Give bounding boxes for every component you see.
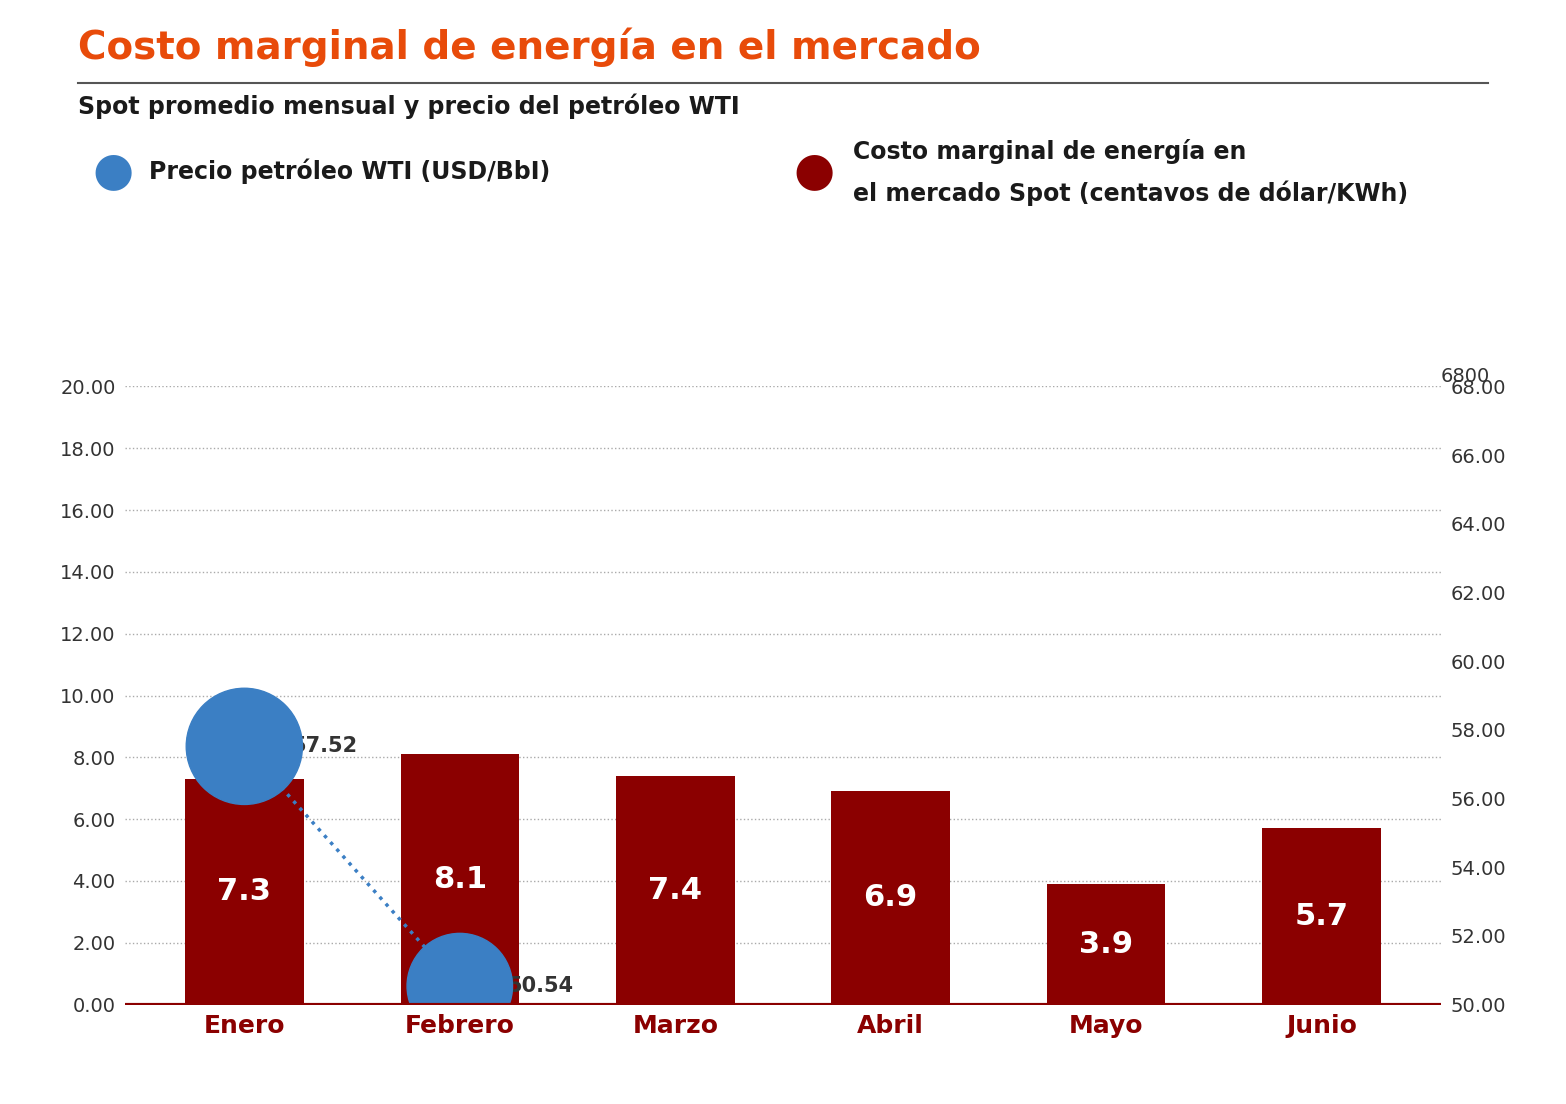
Text: 3.9: 3.9 — [1079, 930, 1134, 959]
Text: el mercado Spot (centavos de dólar/KWh): el mercado Spot (centavos de dólar/KWh) — [853, 180, 1408, 206]
Bar — [1048, 884, 1165, 1005]
Text: 7.3: 7.3 — [218, 878, 271, 906]
Text: Spot promedio mensual y precio del petróleo WTI: Spot promedio mensual y precio del petró… — [78, 94, 739, 119]
Text: 8.1: 8.1 — [432, 864, 487, 894]
Text: 6800: 6800 — [1441, 368, 1489, 386]
Bar — [615, 776, 734, 1005]
Bar — [1262, 828, 1381, 1005]
Text: 50.54: 50.54 — [507, 976, 573, 996]
Text: 57.52: 57.52 — [291, 736, 359, 756]
Text: ●: ● — [794, 149, 835, 193]
Text: Costo marginal de energía en el mercado: Costo marginal de energía en el mercado — [78, 28, 980, 67]
Text: 6.9: 6.9 — [863, 883, 918, 913]
Bar — [832, 792, 951, 1005]
Point — [448, 977, 473, 995]
Text: 7.4: 7.4 — [648, 875, 702, 905]
Bar — [401, 754, 518, 1005]
Text: ●: ● — [92, 149, 133, 193]
Text: Precio petróleo WTI (USD/BbI): Precio petróleo WTI (USD/BbI) — [149, 158, 550, 184]
Point — [232, 737, 257, 755]
Bar — [185, 779, 304, 1005]
Text: 5.7: 5.7 — [1295, 902, 1348, 931]
Text: Costo marginal de energía en: Costo marginal de energía en — [853, 139, 1247, 163]
